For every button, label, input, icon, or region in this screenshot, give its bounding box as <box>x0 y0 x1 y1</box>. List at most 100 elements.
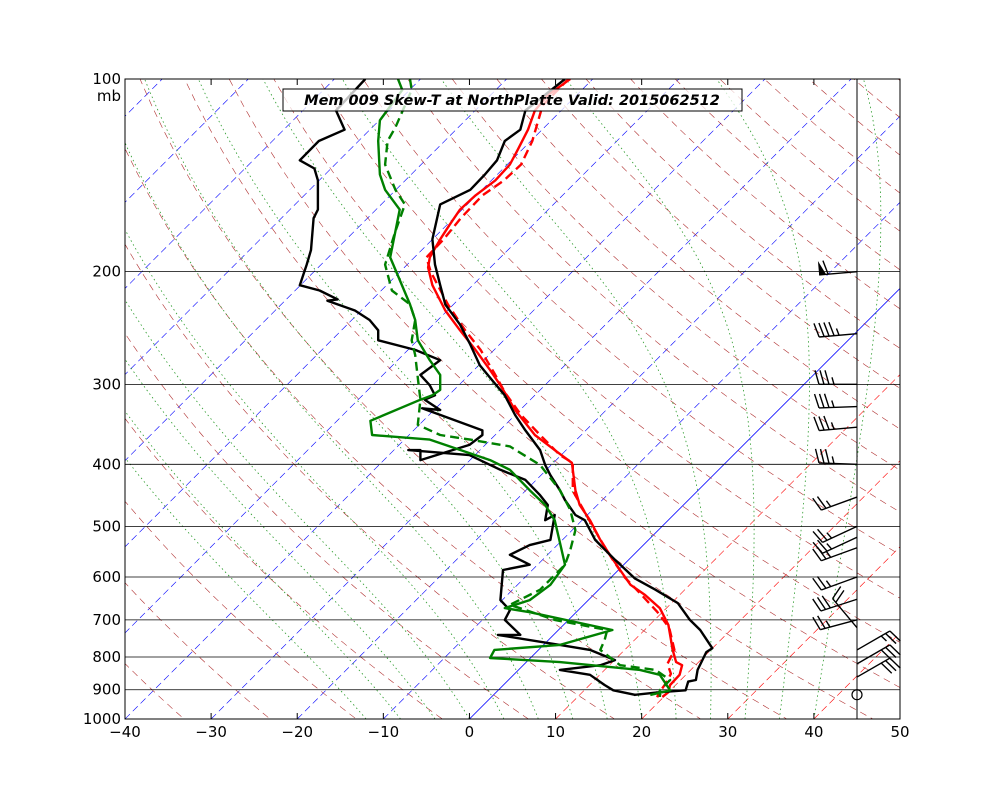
x-tick-label: 20 <box>632 723 651 741</box>
barb-full <box>813 323 820 338</box>
barb-full <box>821 595 831 609</box>
wind-barb <box>856 657 901 678</box>
barb-staff <box>821 496 858 511</box>
dry-adiabat-line <box>496 79 900 430</box>
barb-staff <box>818 462 858 466</box>
barb-half <box>825 551 832 558</box>
barb-pennant <box>817 261 827 275</box>
barb-full <box>831 586 842 599</box>
y-tick-label: 300 <box>92 375 121 393</box>
barb-full <box>885 632 897 645</box>
barb-full <box>814 370 820 385</box>
wind-barb <box>812 546 858 562</box>
x-tick-label: 40 <box>804 723 823 741</box>
dry-adiabat-line <box>719 79 900 232</box>
isotherm-line <box>125 79 766 719</box>
temperature-line <box>426 79 684 698</box>
y-tick-label: 900 <box>92 681 121 699</box>
moist-adiabat-line <box>440 79 712 719</box>
isotherm-line <box>125 79 593 548</box>
barb-full <box>812 577 822 591</box>
barb-full <box>818 416 825 431</box>
wind-barb <box>831 586 858 629</box>
barb-staff <box>832 598 858 629</box>
moist-adiabat-line <box>125 410 401 719</box>
dewpoint-line <box>369 79 672 697</box>
dry-adiabat-line <box>318 79 900 599</box>
barb-staff <box>822 536 858 554</box>
barb-staff <box>856 657 891 678</box>
barb-full <box>822 260 829 275</box>
wind-barb <box>812 496 858 511</box>
barb-half <box>825 620 831 628</box>
barb-full <box>823 393 830 408</box>
y-tick-label: 700 <box>92 611 121 629</box>
barb-half <box>826 543 833 550</box>
barb-full <box>824 370 830 385</box>
title-box <box>282 88 743 112</box>
barb-full <box>889 657 901 669</box>
barb-full <box>823 322 830 337</box>
isotherm-line <box>125 79 335 289</box>
barb-full <box>812 616 821 631</box>
barb-half <box>831 377 835 385</box>
isotherm-line <box>727 546 900 719</box>
moist-adiabat-line <box>125 358 436 719</box>
isotherm-line <box>125 79 680 634</box>
barb-half <box>826 532 833 539</box>
wind-barb <box>812 595 858 612</box>
barb-full <box>819 448 825 464</box>
chart-title: Mem 009 Skew-T at NorthPlatte Valid: 201… <box>304 93 720 109</box>
isotherm-line <box>555 374 900 719</box>
x-tick-label: 30 <box>718 723 737 741</box>
wind-barb <box>814 448 858 466</box>
dry-adiabat-line <box>228 79 900 688</box>
wind-barb <box>812 576 858 591</box>
barb-full <box>823 415 830 430</box>
x-tick-label: −20 <box>281 723 313 741</box>
x-tick-label: 10 <box>546 723 565 741</box>
dry-adiabat-line <box>451 79 900 471</box>
isotherm-line <box>469 287 900 719</box>
barb-staff <box>819 332 858 338</box>
barb-staff <box>821 547 858 562</box>
temperature-mean-line <box>425 79 676 698</box>
wind-barb <box>856 644 901 665</box>
barb-full <box>889 644 901 656</box>
dry-adiabat-line <box>362 79 900 556</box>
barb-full <box>818 393 825 408</box>
barb-full <box>816 596 827 610</box>
barb-staff <box>821 576 858 591</box>
isotherm-line <box>125 79 507 462</box>
barb-full <box>817 615 826 629</box>
moist-adiabat-line <box>144 79 574 719</box>
moist-adiabat-line <box>125 299 470 719</box>
x-tick-label: −40 <box>109 723 141 741</box>
wind-barb <box>813 393 858 409</box>
dewpoint-observed-line <box>298 79 636 697</box>
isotherm-line <box>383 201 900 719</box>
y-tick-label: 100 <box>92 70 121 88</box>
barb-full <box>812 497 822 511</box>
barb-staff <box>819 426 858 432</box>
barb-full <box>817 539 828 552</box>
barb-staff <box>822 525 858 544</box>
background-lines <box>125 79 900 719</box>
dry-adiabat-line <box>139 79 788 719</box>
barb-full <box>885 660 897 672</box>
barb-full <box>816 546 827 560</box>
dry-adiabat-line <box>764 79 900 194</box>
moist-adiabat-line <box>125 141 539 719</box>
barb-full <box>817 528 828 541</box>
dry-adiabat-line <box>853 79 900 118</box>
wind-barb <box>812 525 858 544</box>
barb-full <box>813 416 820 431</box>
isotherm-line <box>210 79 852 719</box>
x-tick-label: 50 <box>890 723 909 741</box>
dry-adiabat-line <box>125 417 443 719</box>
dry-adiabat-line <box>585 79 900 349</box>
wind-barb <box>813 415 858 432</box>
barb-full <box>828 321 835 336</box>
barb-full <box>824 449 830 464</box>
plot-frame <box>124 78 901 720</box>
